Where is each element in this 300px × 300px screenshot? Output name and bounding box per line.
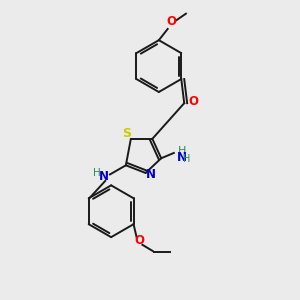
Text: H: H	[178, 146, 186, 156]
Text: N: N	[177, 151, 187, 164]
Text: O: O	[134, 234, 145, 247]
Text: N: N	[99, 170, 109, 183]
Text: O: O	[189, 95, 199, 108]
Text: S: S	[122, 127, 131, 140]
Text: O: O	[166, 15, 176, 28]
Text: N: N	[146, 168, 156, 181]
Text: H: H	[183, 154, 191, 164]
Text: H: H	[93, 168, 101, 178]
